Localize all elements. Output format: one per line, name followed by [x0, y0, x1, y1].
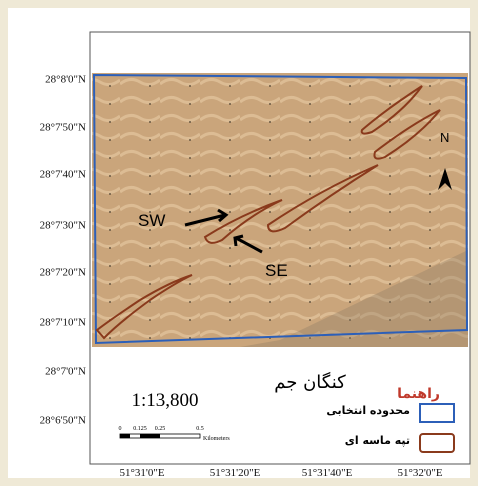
lon-label: 51°31'40"E — [302, 467, 353, 479]
legend-swatch — [419, 433, 455, 453]
scale-tick: 0.125 — [133, 426, 147, 432]
scale-unit: Kilometers — [203, 436, 230, 442]
gravel-area — [240, 250, 468, 347]
dunes — [95, 85, 441, 340]
scale-tick: 0.25 — [155, 426, 166, 432]
north-label: N — [440, 130, 449, 145]
lat-label: 28°7'20"N — [40, 267, 86, 279]
lat-label: 28°7'0"N — [45, 366, 86, 378]
lon-label: 51°31'20"E — [210, 467, 261, 479]
lat-label: 28°6'50"N — [40, 415, 86, 427]
lat-label: 28°7'30"N — [40, 220, 86, 232]
lat-label: 28°7'40"N — [40, 169, 86, 181]
map-title: کنگان جم — [274, 371, 346, 393]
legend-item: تپه ماسه ای — [345, 434, 410, 447]
study-boundary — [92, 73, 469, 345]
legend-item: محدوده انتخابی — [326, 404, 410, 417]
north-arrow — [438, 168, 452, 190]
legend-swatch — [419, 403, 455, 423]
lat-label: 28°7'10"N — [40, 317, 86, 329]
imagery — [92, 73, 468, 347]
arrows — [184, 208, 263, 254]
scale-tick: 0.5 — [196, 426, 204, 432]
lon-label: 51°32'0"E — [397, 467, 442, 479]
lon-label: 51°31'0"E — [119, 467, 164, 479]
scale-ratio: 1:13,800 — [131, 390, 198, 411]
legend-title: راهنما — [397, 386, 440, 402]
scale-bar: 0 0.125 0.25 0.5 Kilometers — [119, 426, 231, 442]
scale-tick: 0 — [119, 426, 122, 432]
lat-label: 28°7'50"N — [40, 122, 86, 134]
annotation: SE — [265, 261, 288, 280]
lat-label: 28°8'0"N — [45, 74, 86, 86]
annotation: SW — [138, 211, 165, 230]
